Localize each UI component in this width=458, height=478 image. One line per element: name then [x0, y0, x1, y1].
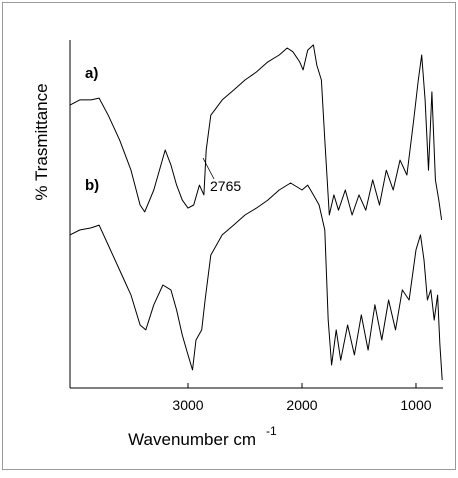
x-axis-label: Wavenumber cm — [128, 430, 256, 449]
frame — [2, 2, 456, 470]
x-tick-label: 1000 — [400, 397, 431, 413]
y-axis-label: % Trasmittance — [32, 83, 51, 200]
annotation: b) — [85, 177, 99, 194]
spectrum-line — [69, 44, 443, 220]
annotation-leader — [202, 157, 215, 180]
x-axis-label-superscript: -1 — [266, 424, 277, 438]
annotation: a) — [85, 65, 98, 82]
x-tick-label: 2000 — [286, 397, 317, 413]
spectrum-line — [69, 182, 443, 381]
annotation: 2765 — [210, 178, 241, 194]
x-tick-label: 3000 — [172, 397, 203, 413]
